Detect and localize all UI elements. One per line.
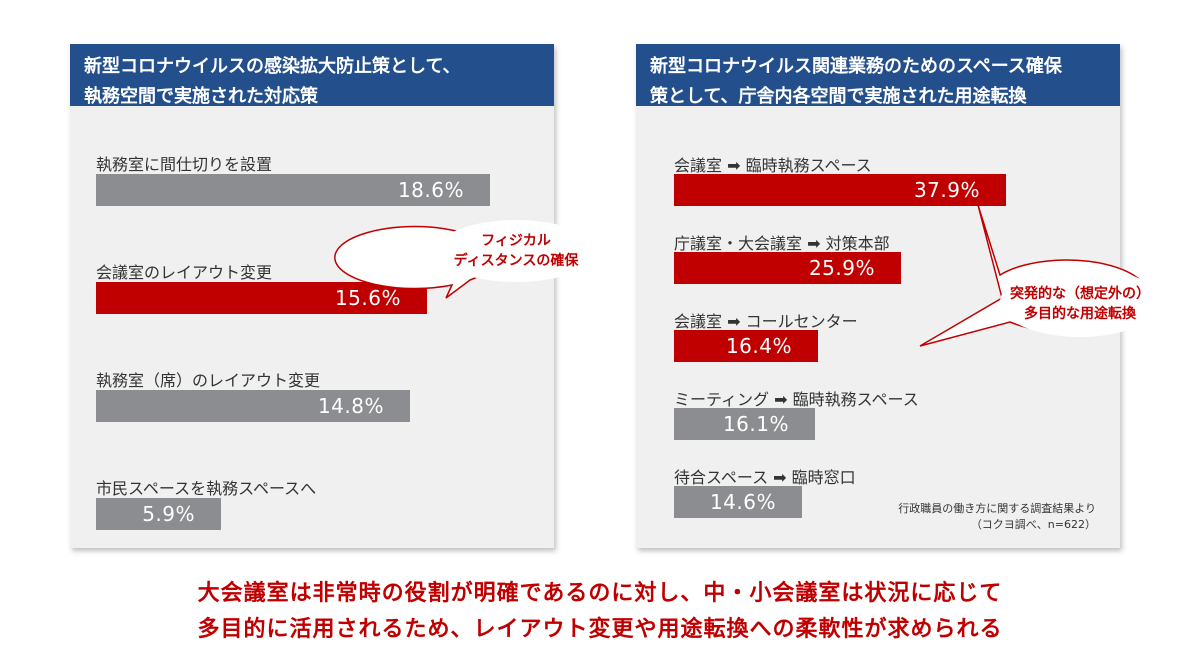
bar-label: 執務室（席）のレイアウト変更	[96, 371, 321, 390]
right-callout-line1: 突発的な（想定外の）	[1010, 286, 1150, 302]
footer-line2: 多目的に活用されるため、レイアウト変更や用途転換への柔軟性が求められる	[197, 617, 1003, 642]
source-line1: 行政職員の働き方に関する調査結果より	[898, 502, 1096, 515]
right-callout-line2: 多目的な用途転換	[1024, 306, 1136, 322]
left-chart-title-line1: 新型コロナウイルスの感染拡大防止策として、	[84, 56, 461, 77]
source-note: 行政職員の働き方に関する調査結果より （コクヨ調べ、n=622）	[898, 501, 1096, 533]
right-chart-header: 新型コロナウイルス関連業務のためのスペース確保 策として、庁舎内各空間で実施され…	[636, 44, 1120, 107]
footer-line1: 大会議室は非常時の役割が明確であるのに対し、中・小会議室は状況に応じて	[197, 581, 1003, 606]
left-chart-title-line2: 執務空間で実施された対応策	[84, 86, 318, 107]
bar: 25.9%	[674, 252, 901, 284]
source-line2: （コクヨ調べ、n=622）	[970, 518, 1096, 531]
left-chart-header: 新型コロナウイルスの感染拡大防止策として、 執務空間で実施された対応策	[70, 44, 554, 107]
bar: 37.9%	[674, 174, 1006, 206]
bar-label: 会議室 ➡ コールセンター	[674, 312, 858, 331]
right-chart-title-line2: 策として、庁舎内各空間で実施された用途転換	[650, 86, 1027, 107]
bar-label: 会議室 ➡ 臨時執務スペース	[674, 156, 872, 175]
bar-label: 会議室のレイアウト変更	[96, 263, 273, 282]
bar-label: 待合スペース ➡ 臨時窓口	[674, 468, 856, 487]
bar: 16.1%	[674, 408, 815, 440]
left-callout-line1: フィジカル	[481, 233, 551, 249]
bar-label: ミーティング ➡ 臨時執務スペース	[674, 390, 919, 409]
bar: 14.8%	[96, 390, 410, 422]
bar-label: 執務室に間仕切りを設置	[96, 155, 273, 174]
bar: 16.4%	[674, 330, 818, 362]
bar-label: 市民スペースを執務スペースへ	[96, 479, 317, 498]
bar-label: 庁議室・大会議室 ➡ 対策本部	[674, 234, 890, 253]
right-chart-title-line1: 新型コロナウイルス関連業務のためのスペース確保	[650, 56, 1062, 77]
bar: 15.6%	[96, 282, 427, 314]
right-callout-text: 突発的な（想定外の） 多目的な用途転換	[1000, 284, 1160, 324]
left-callout-line2: ディスタンスの確保	[453, 253, 579, 269]
bar: 5.9%	[96, 498, 221, 530]
bar: 18.6%	[96, 174, 490, 206]
bar: 14.6%	[674, 486, 802, 518]
left-callout-text: フィジカル ディスタンスの確保	[436, 231, 596, 271]
